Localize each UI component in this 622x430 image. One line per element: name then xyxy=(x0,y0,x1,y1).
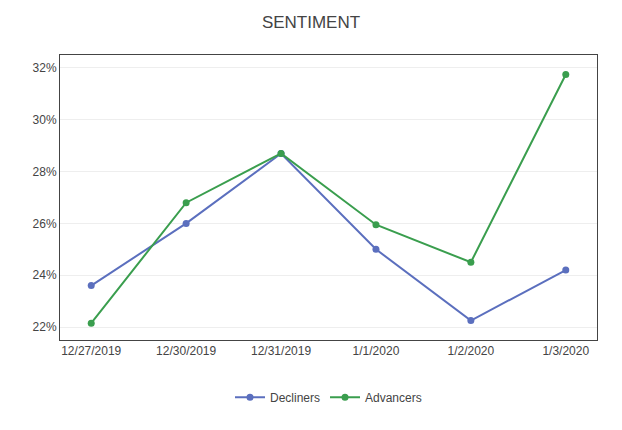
svg-text:Advancers: Advancers xyxy=(365,391,422,405)
svg-text:1/2/2020: 1/2/2020 xyxy=(448,344,495,358)
svg-text:24%: 24% xyxy=(33,268,57,282)
svg-text:28%: 28% xyxy=(33,165,57,179)
svg-text:22%: 22% xyxy=(33,320,57,334)
svg-text:1/1/2020: 1/1/2020 xyxy=(353,344,400,358)
svg-text:12/27/2019: 12/27/2019 xyxy=(61,344,121,358)
svg-text:32%: 32% xyxy=(33,61,57,75)
svg-text:Decliners: Decliners xyxy=(270,391,320,405)
svg-text:26%: 26% xyxy=(33,217,57,231)
svg-text:SENTIMENT: SENTIMENT xyxy=(262,13,360,32)
svg-text:30%: 30% xyxy=(33,113,57,127)
svg-text:12/30/2019: 12/30/2019 xyxy=(156,344,216,358)
svg-text:1/3/2020: 1/3/2020 xyxy=(542,344,589,358)
svg-text:12/31/2019: 12/31/2019 xyxy=(251,344,311,358)
